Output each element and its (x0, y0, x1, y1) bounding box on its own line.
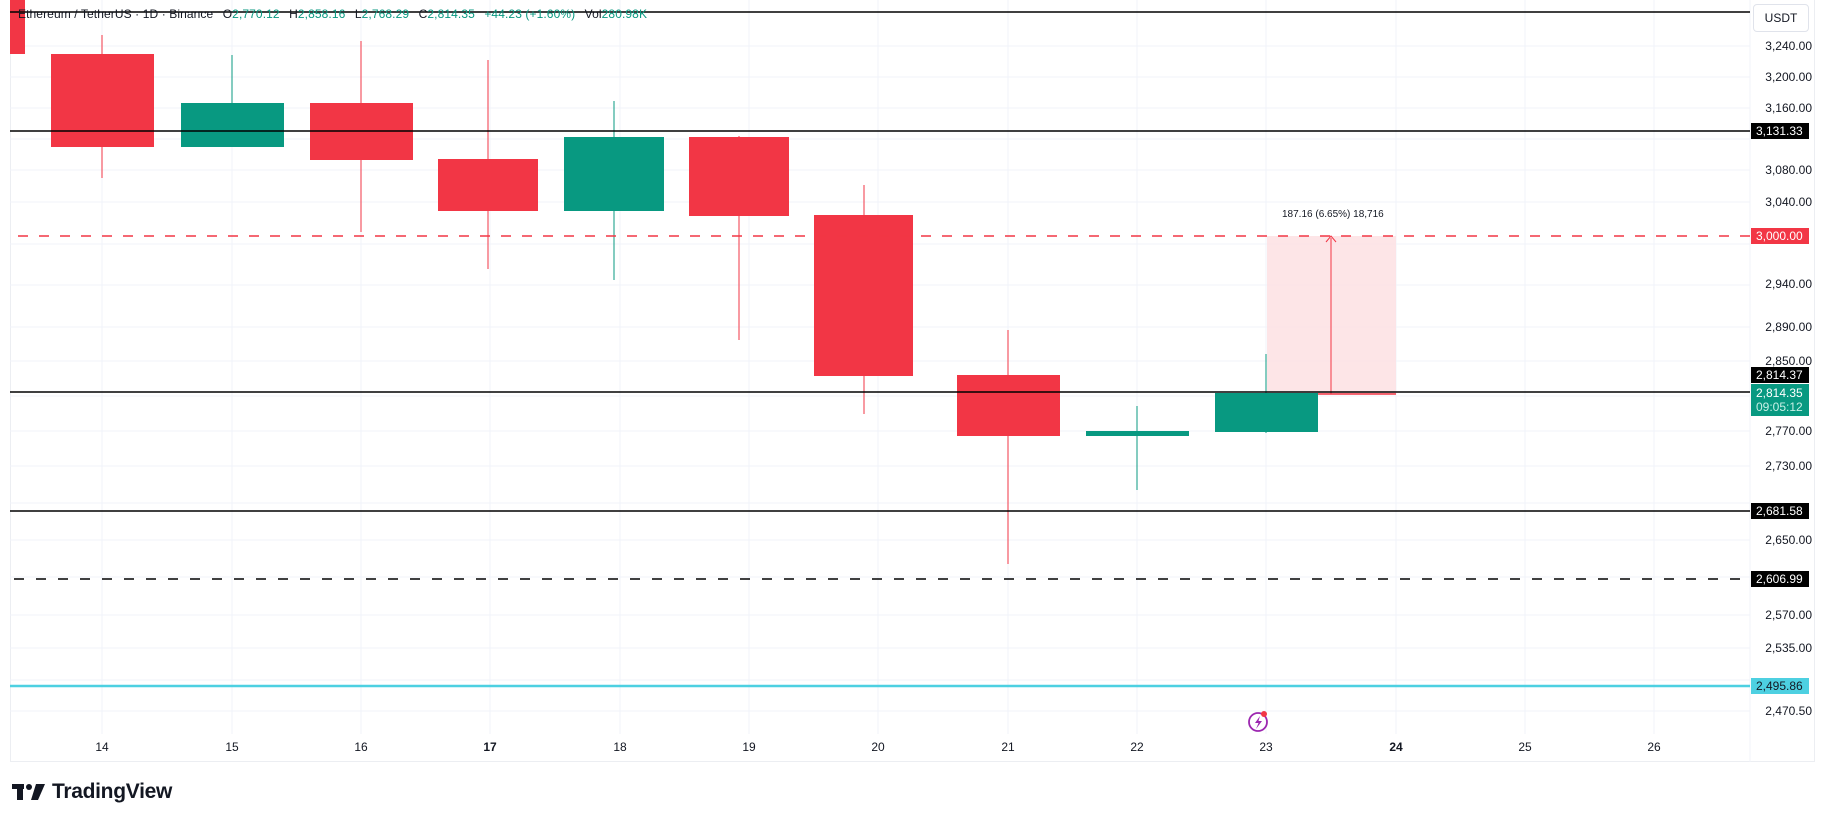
time-tick: 16 (354, 740, 368, 754)
low-value: 2,768.29 (361, 7, 410, 21)
price-tick: 3,040.00 (1765, 195, 1812, 209)
currency-unit-button[interactable]: USDT (1753, 4, 1809, 32)
symbol-legend[interactable]: Ethereum / TetherUS · 1D · Binance O2,77… (18, 7, 648, 21)
volume-label: Vol (584, 7, 602, 21)
price-tick: 2,850.00 (1765, 354, 1812, 368)
open-value: 2,770.12 (232, 7, 280, 21)
candle-14 (51, 54, 154, 147)
price-tick: 2,470.50 (1765, 704, 1812, 718)
logo-text: TradingView (52, 780, 173, 803)
price-tick: 3,080.00 (1765, 163, 1812, 177)
time-tick: 26 (1647, 740, 1661, 754)
price-tag-2814-37: 2,814.37 (1751, 367, 1809, 383)
time-tick: 24 (1389, 740, 1403, 754)
time-tick: 15 (225, 740, 239, 754)
price-tag-3131: 3,131.33 (1751, 123, 1809, 139)
last-price-tag: 2,814.35 09:05:12 (1751, 384, 1809, 416)
price-tick: 3,160.00 (1765, 101, 1812, 115)
exchange: Binance (169, 7, 214, 21)
time-tick: 18 (613, 740, 627, 754)
candle-21 (957, 375, 1060, 436)
candle-22 (1086, 431, 1189, 436)
tradingview-logo[interactable]: TradingView (12, 779, 172, 805)
candle-13 (10, 0, 25, 54)
interval: 1D (142, 7, 159, 21)
price-tick: 3,200.00 (1765, 70, 1812, 84)
last-price-value: 2,814.35 (1756, 386, 1803, 400)
candle-23 (1215, 393, 1318, 432)
high-label: H (289, 7, 298, 21)
price-range-measure[interactable] (1267, 235, 1396, 395)
time-tick: 19 (742, 740, 756, 754)
tradingview-logo-icon (12, 784, 45, 800)
price-tick: 2,770.00 (1765, 424, 1812, 438)
price-tick: 2,650.00 (1765, 533, 1812, 547)
volume-value: 280.98K (601, 7, 648, 21)
price-tag-2681: 2,681.58 (1751, 503, 1809, 519)
open-label: O (222, 7, 233, 21)
time-tick: 23 (1259, 740, 1273, 754)
candle-15 (181, 103, 284, 147)
candle-18 (564, 137, 664, 211)
bar-countdown: 09:05:12 (1756, 400, 1803, 414)
price-tick: 2,570.00 (1765, 608, 1812, 622)
price-tick: 2,535.00 (1765, 641, 1812, 655)
candle-17 (438, 159, 538, 211)
time-tick: 22 (1130, 740, 1144, 754)
price-tick: 2,890.00 (1765, 320, 1812, 334)
chart-frame (10, 0, 1815, 762)
lightning-event-icon[interactable] (1248, 711, 1268, 732)
price-tag-2495: 2,495.86 (1751, 678, 1809, 694)
close-value: 2,814.35 (427, 7, 475, 21)
candles (10, 0, 1318, 564)
measure-label: 187.16 (6.65%) 18,716 (1282, 209, 1384, 220)
time-tick: 17 (483, 740, 497, 754)
time-tick: 21 (1001, 740, 1015, 754)
candle-20 (814, 215, 913, 376)
change-value: +44.23 (+1.60%) (484, 7, 576, 21)
low-label: L (354, 7, 362, 21)
grid-lines (10, 0, 1751, 762)
horizontal-lines[interactable] (10, 11, 1750, 688)
price-tick: 2,940.00 (1765, 277, 1812, 291)
time-tick: 25 (1518, 740, 1532, 754)
price-tick: 2,730.00 (1765, 459, 1812, 473)
time-tick: 14 (95, 740, 109, 754)
high-value: 2,858.16 (297, 7, 346, 21)
time-tick: 20 (871, 740, 885, 754)
price-tag-2606: 2,606.99 (1751, 571, 1809, 587)
price-tag-3000: 3,000.00 (1751, 228, 1809, 244)
symbol-name: Ethereum / TetherUS (18, 7, 132, 21)
candle-19 (689, 137, 789, 216)
price-tick: 3,240.00 (1765, 39, 1812, 53)
close-label: C (418, 7, 428, 21)
